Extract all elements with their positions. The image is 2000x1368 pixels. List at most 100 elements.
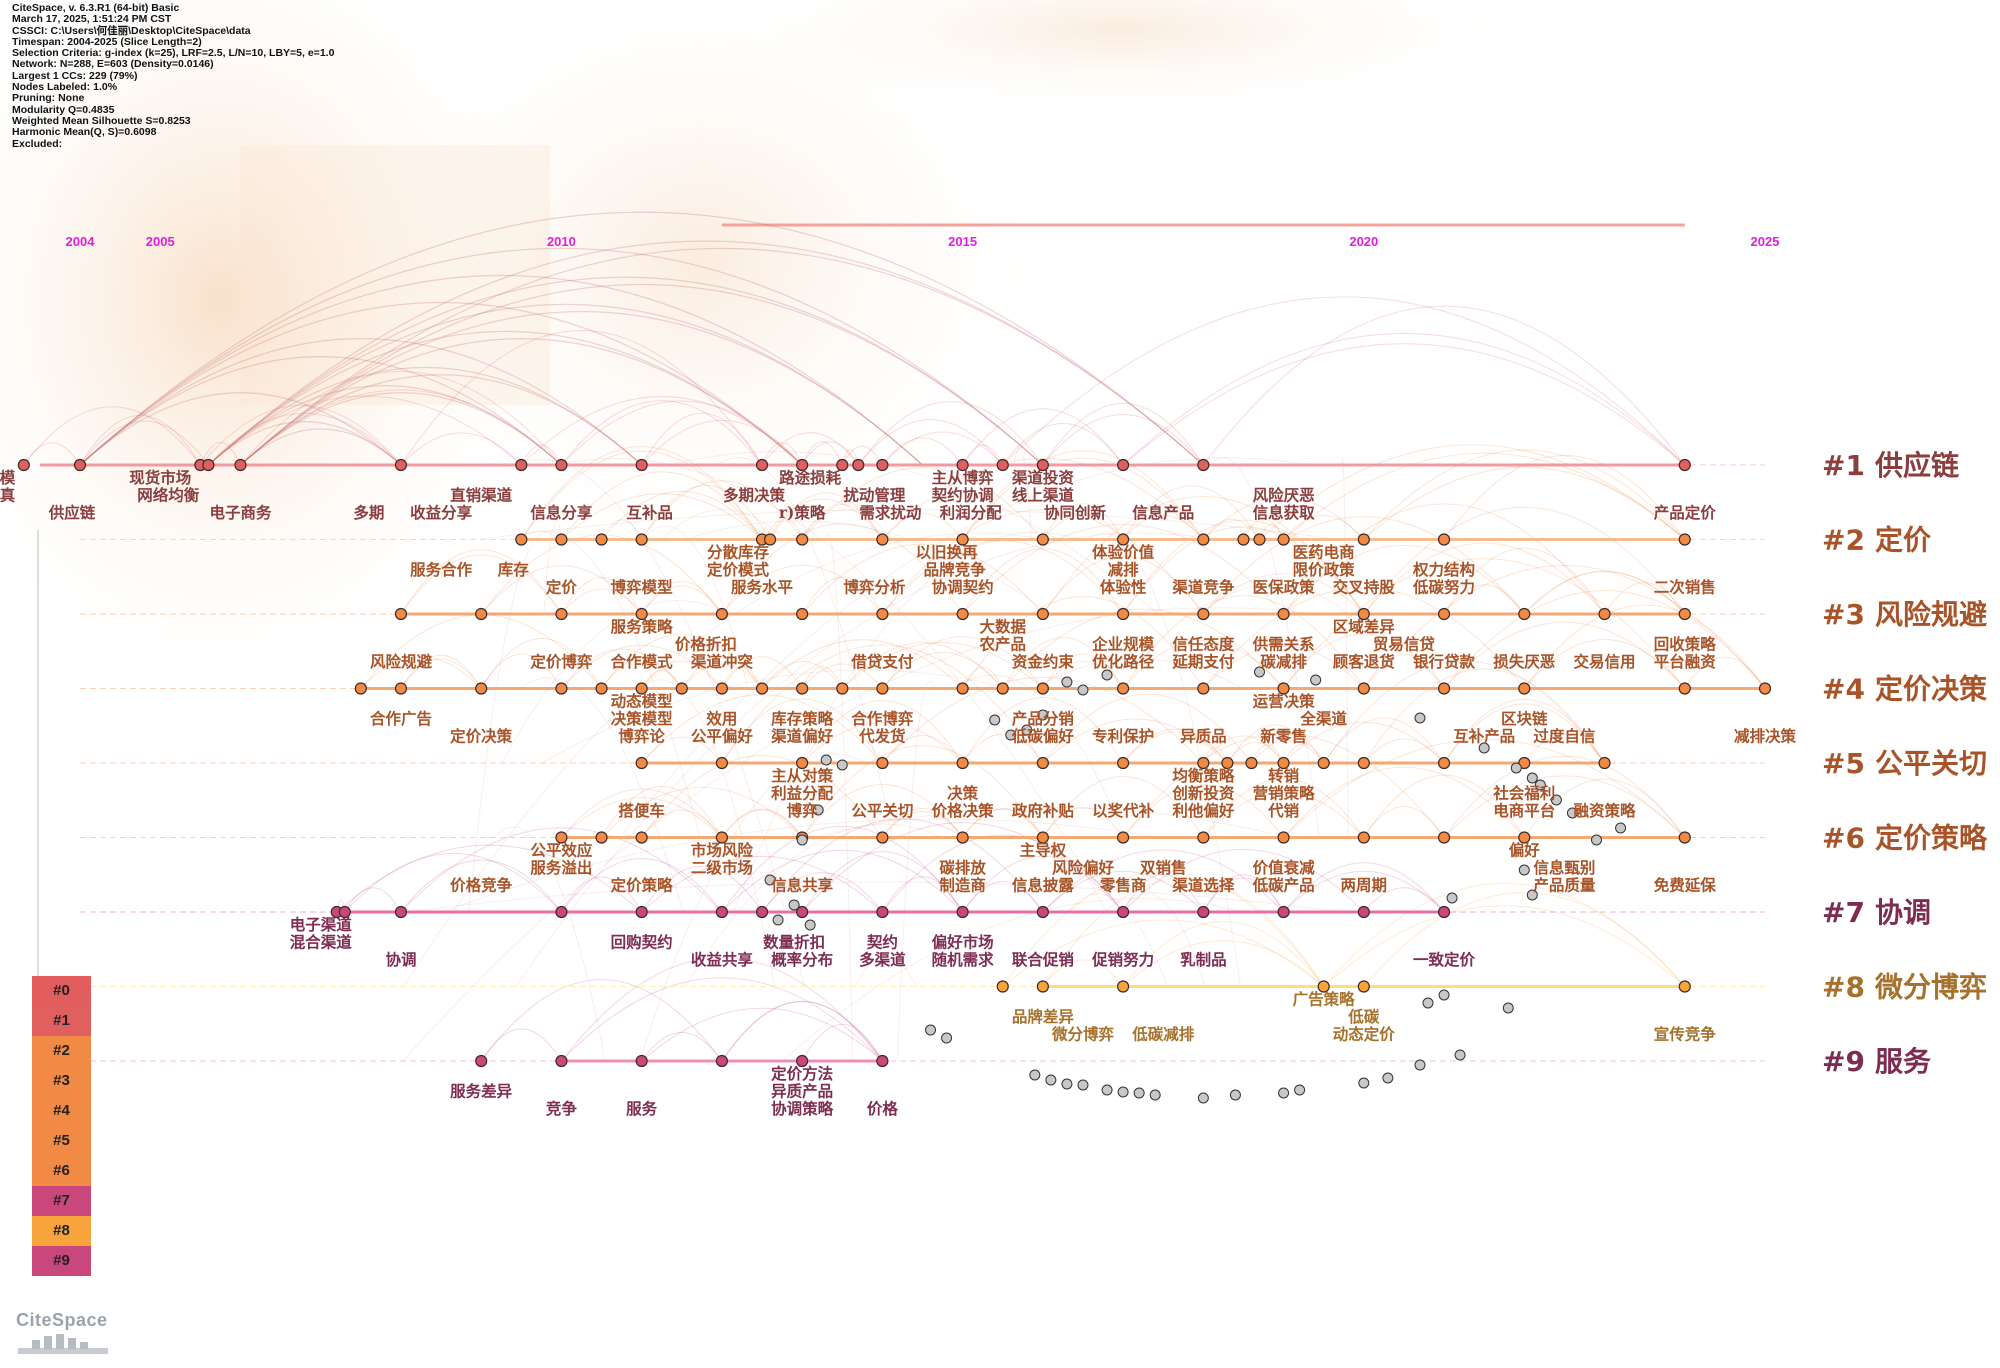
unclustered-node[interactable] (1229, 1089, 1241, 1101)
keyword-node[interactable] (1518, 756, 1531, 770)
keyword-node[interactable] (354, 682, 367, 695)
keyword-node[interactable] (475, 607, 488, 621)
keyword-node[interactable] (1518, 682, 1531, 695)
keyword-node[interactable] (555, 458, 568, 472)
keyword-node[interactable] (1116, 980, 1130, 993)
unclustered-node[interactable] (1566, 807, 1578, 819)
unclustered-node[interactable] (1077, 684, 1089, 696)
unclustered-node[interactable] (1518, 864, 1530, 876)
unclustered-node[interactable] (836, 759, 848, 771)
keyword-node[interactable] (763, 533, 777, 546)
unclustered-node[interactable] (925, 1024, 937, 1036)
unclustered-node[interactable] (1061, 676, 1073, 688)
keyword-node[interactable] (1758, 682, 1772, 695)
keyword-node[interactable] (715, 831, 729, 844)
keyword-node[interactable] (1036, 533, 1049, 546)
keyword-node[interactable] (956, 458, 969, 472)
unclustered-node[interactable] (1101, 669, 1113, 681)
keyword-node[interactable] (555, 831, 568, 844)
keyword-node[interactable] (73, 458, 87, 472)
keyword-node[interactable] (852, 458, 865, 472)
keyword-node[interactable] (796, 607, 809, 621)
keyword-node[interactable] (876, 831, 889, 844)
keyword-node[interactable] (635, 1054, 648, 1068)
keyword-node[interactable] (1678, 831, 1691, 844)
unclustered-node[interactable] (788, 899, 800, 911)
unclustered-node[interactable] (1037, 709, 1049, 721)
keyword-node[interactable] (715, 756, 729, 770)
keyword-node[interactable] (755, 905, 769, 919)
keyword-node[interactable] (796, 1054, 809, 1068)
keyword-node[interactable] (635, 533, 648, 546)
keyword-node[interactable] (555, 533, 568, 546)
unclustered-node[interactable] (1510, 762, 1522, 774)
keyword-node[interactable] (1237, 533, 1250, 546)
unclustered-node[interactable] (796, 834, 808, 846)
keyword-node[interactable] (555, 682, 568, 695)
unclustered-node[interactable] (1382, 1072, 1394, 1084)
keyword-node[interactable] (715, 607, 729, 621)
keyword-node[interactable] (515, 533, 528, 546)
keyword-node[interactable] (234, 458, 247, 472)
keyword-node[interactable] (1357, 682, 1370, 695)
unclustered-node[interactable] (989, 714, 1001, 726)
unclustered-node[interactable] (1077, 1079, 1089, 1091)
unclustered-node[interactable] (1101, 1084, 1113, 1096)
keyword-node[interactable] (1437, 533, 1451, 546)
keyword-node[interactable] (1277, 607, 1290, 621)
keyword-node[interactable] (956, 831, 969, 844)
unclustered-node[interactable] (1526, 889, 1538, 901)
keyword-node[interactable] (394, 682, 408, 695)
keyword-node[interactable] (876, 905, 889, 919)
unclustered-node[interactable] (1526, 772, 1538, 784)
keyword-node[interactable] (635, 756, 648, 770)
keyword-node[interactable] (1277, 905, 1290, 919)
keyword-node[interactable] (595, 533, 608, 546)
unclustered-node[interactable] (1414, 1059, 1426, 1071)
unclustered-node[interactable] (1454, 1049, 1466, 1061)
keyword-node[interactable] (635, 682, 648, 695)
unclustered-node[interactable] (1478, 742, 1490, 754)
unclustered-node[interactable] (764, 874, 776, 886)
keyword-node[interactable] (394, 905, 408, 919)
keyword-node[interactable] (836, 458, 849, 472)
keyword-node[interactable] (1116, 905, 1130, 919)
unclustered-node[interactable] (1045, 1074, 1057, 1086)
keyword-node[interactable] (796, 756, 809, 770)
unclustered-node[interactable] (1615, 822, 1627, 834)
keyword-node[interactable] (1678, 607, 1691, 621)
keyword-node[interactable] (1036, 905, 1049, 919)
keyword-node[interactable] (1598, 756, 1611, 770)
unclustered-node[interactable] (1422, 997, 1434, 1009)
keyword-node[interactable] (796, 682, 809, 695)
keyword-node[interactable] (1678, 682, 1691, 695)
keyword-node[interactable] (1116, 756, 1130, 770)
keyword-node[interactable] (1357, 980, 1370, 993)
keyword-node[interactable] (1197, 458, 1210, 472)
keyword-node[interactable] (555, 1054, 568, 1068)
keyword-node[interactable] (1116, 607, 1130, 621)
keyword-node[interactable] (675, 682, 688, 695)
keyword-node[interactable] (1277, 756, 1290, 770)
unclustered-node[interactable] (772, 914, 784, 926)
keyword-node[interactable] (1197, 533, 1210, 546)
keyword-node[interactable] (715, 682, 729, 695)
keyword-node[interactable] (956, 533, 969, 546)
keyword-node[interactable] (1277, 533, 1290, 546)
keyword-node[interactable] (635, 905, 648, 919)
keyword-node[interactable] (555, 607, 568, 621)
keyword-node[interactable] (1116, 682, 1130, 695)
keyword-node[interactable] (1197, 831, 1210, 844)
unclustered-node[interactable] (1117, 1086, 1129, 1098)
keyword-node[interactable] (515, 458, 528, 472)
keyword-node[interactable] (555, 905, 568, 919)
keyword-node[interactable] (394, 458, 408, 472)
keyword-node[interactable] (475, 682, 488, 695)
keyword-node[interactable] (1116, 458, 1130, 472)
keyword-node[interactable] (1357, 756, 1370, 770)
keyword-node[interactable] (1221, 756, 1234, 770)
keyword-node[interactable] (996, 980, 1009, 993)
keyword-node[interactable] (796, 533, 809, 546)
keyword-node[interactable] (1437, 831, 1451, 844)
keyword-node[interactable] (796, 458, 809, 472)
